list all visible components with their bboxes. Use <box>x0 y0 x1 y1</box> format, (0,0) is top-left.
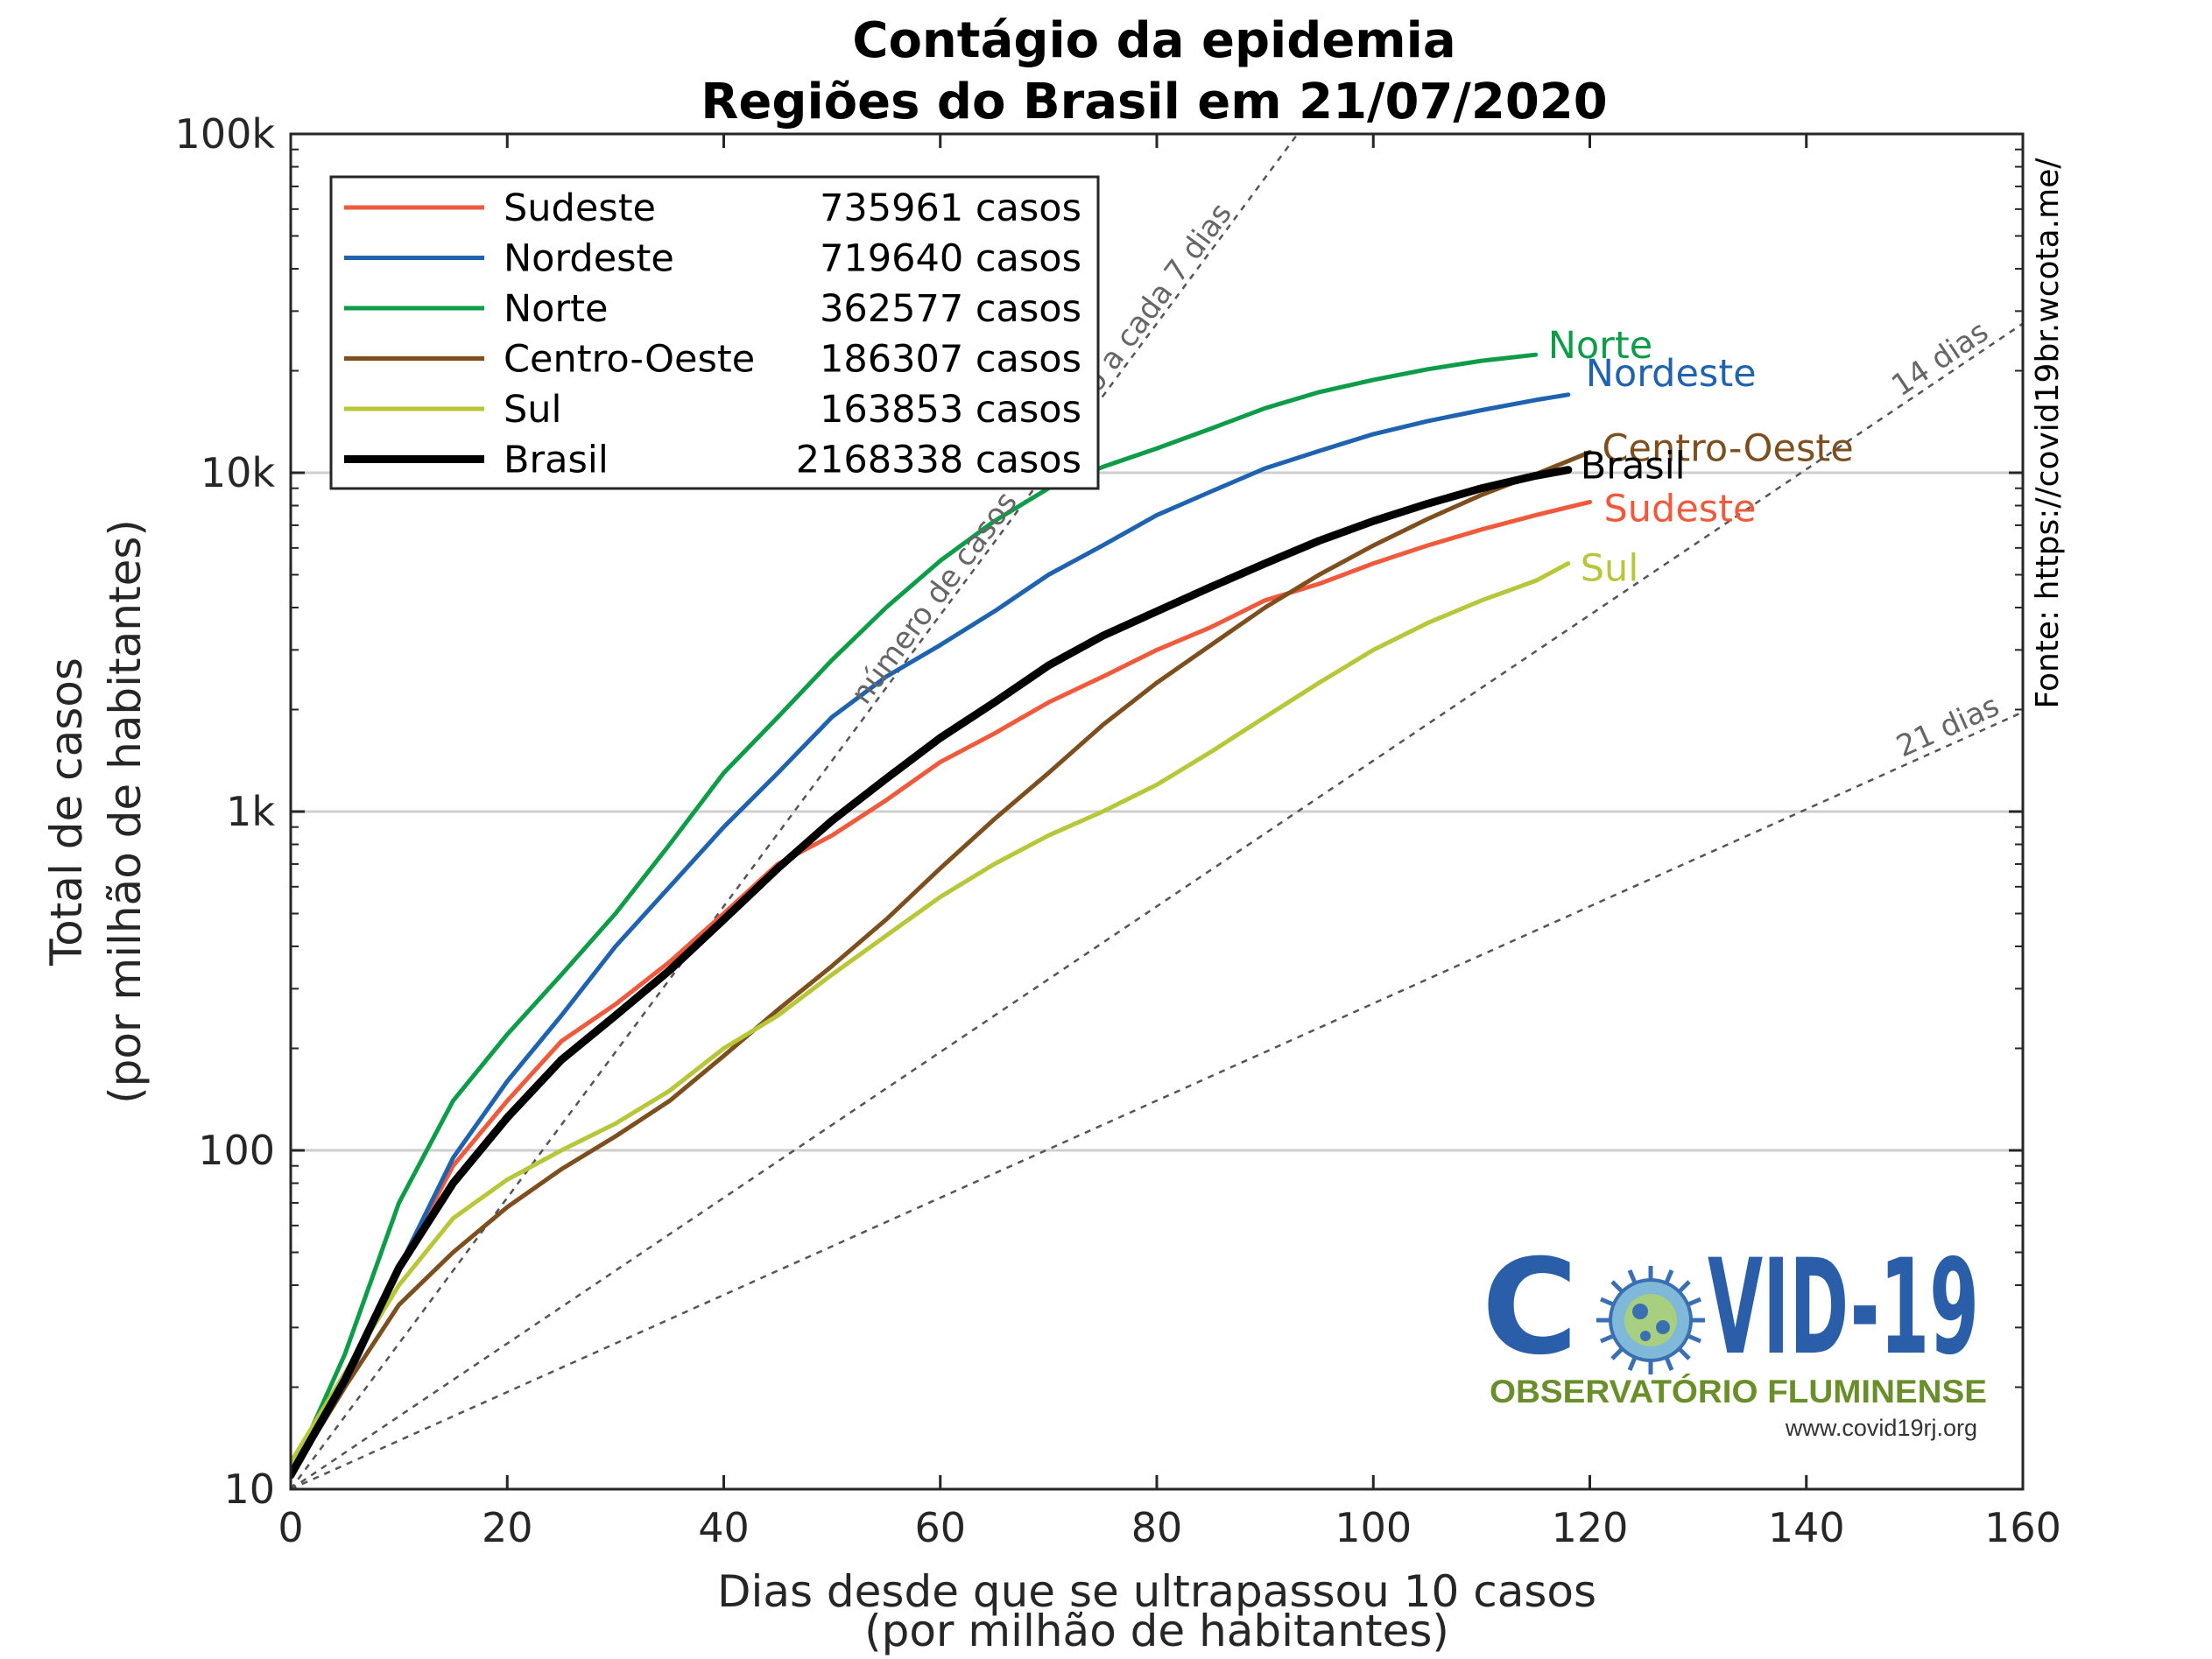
legend-label: Sul <box>504 388 562 432</box>
series-end-label: Centro-Oeste <box>1603 427 1854 471</box>
series-end-label: Nordeste <box>1586 352 1757 396</box>
legend-value: 186307 casos <box>820 338 1081 382</box>
x-axis-label: Dias desde que se ultrapassou 10 casos <box>717 1566 1596 1617</box>
legend-label: Centro-Oeste <box>504 338 755 382</box>
series-line-nordeste <box>291 392 1571 1478</box>
x-tick-label: 100 <box>1335 1504 1412 1551</box>
x-tick-label: 60 <box>914 1504 966 1551</box>
reference-line <box>291 322 2023 1489</box>
reference-line <box>291 134 1300 1489</box>
series-lines <box>291 352 1592 1480</box>
logo-title-right: VID-19 <box>1708 1232 1979 1384</box>
legend-label: Brasil <box>504 439 609 482</box>
logo-title-left: C <box>1482 1232 1578 1384</box>
y-tick-label: 10k <box>201 449 276 496</box>
reference-lines <box>291 134 2023 1489</box>
x-tick-label: 140 <box>1768 1504 1845 1551</box>
logo-subtitle: OBSERVATÓRIO FLUMINENSE <box>1490 1373 1987 1409</box>
legend-box <box>329 175 1100 490</box>
y-tick-label: 100 <box>198 1127 275 1174</box>
y-tick-label: 10 <box>223 1466 275 1513</box>
axis-ticks: 10 100 1k 10k 100k 0 20 40 60 80 100 120 140 160 <box>175 110 2061 1551</box>
y-tick-label: 100k <box>175 110 276 158</box>
series-end-label: Sul <box>1581 547 1639 591</box>
covid19-logo: C VID-19 COVID-19 OBSERVATÓRIO FLUMINENS… <box>0 0 1987 1441</box>
legend-value: 719640 casos <box>820 237 1081 281</box>
series-line-sudeste <box>291 499 1592 1478</box>
chart-subtitle: Regiões do Brasil em 21/07/2020 <box>701 74 1607 130</box>
x-tick-label: 40 <box>698 1504 750 1551</box>
series-end-label: Sudeste <box>1604 487 1757 531</box>
virus-icon <box>1596 1266 1705 1374</box>
x-tick-label: 0 <box>278 1504 303 1551</box>
series-line-brasil <box>291 466 1573 1480</box>
x-tick-label: 80 <box>1131 1504 1183 1551</box>
legend-label: Norte <box>504 287 608 331</box>
logo-title-full: COVID-19 <box>0 0 704 32</box>
y-axis-label: Total de casos <box>41 657 92 967</box>
legend-value: 362577 casos <box>820 287 1081 331</box>
series-line-sul <box>291 561 1571 1465</box>
series-line-norte <box>291 352 1539 1478</box>
series-end-label: Norte <box>1548 324 1652 368</box>
logo-url: www.covid19rj.org <box>1785 1415 1977 1441</box>
legend-label: Sudeste <box>504 186 656 230</box>
reference-line <box>291 711 2023 1489</box>
legend-label: Nordeste <box>504 237 674 281</box>
series-end-label: Brasil <box>1581 445 1686 489</box>
x-tick-label: 20 <box>482 1504 533 1551</box>
series-line-centro-oeste <box>291 450 1592 1478</box>
y-tick-label: 1k <box>226 788 275 835</box>
x-axis-label-unit: (por milhão de habitantes) <box>864 1606 1449 1656</box>
x-tick-label: 160 <box>1984 1504 2061 1551</box>
legend-value: 2168338 casos <box>796 439 1081 482</box>
legend-value: 735961 casos <box>820 186 1081 230</box>
source-text: Fonte: https://covid19br.wcota.me/ <box>2030 158 2066 709</box>
legend-value: 163853 casos <box>820 388 1081 432</box>
chart-title: Contágio da epidemia <box>852 12 1455 69</box>
x-tick-label: 120 <box>1552 1504 1629 1551</box>
legend: Sudeste 735961 casos Nordeste 719640 casos N… <box>344 186 1081 482</box>
y-axis-label-unit: (por milhão de habitantes) <box>100 519 151 1104</box>
